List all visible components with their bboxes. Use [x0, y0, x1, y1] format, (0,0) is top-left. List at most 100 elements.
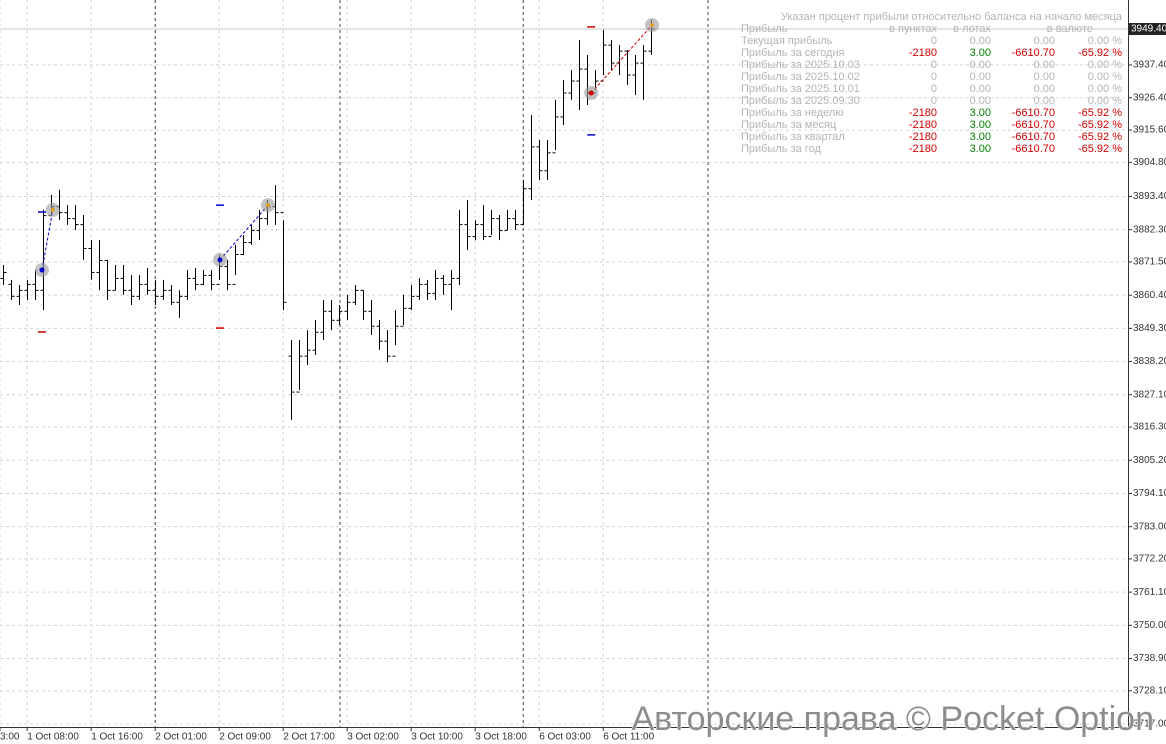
table-row-label: Прибыль за квартал [741, 131, 845, 143]
trade-close-dot [650, 23, 654, 28]
table-row-label: Прибыль за сегодня [741, 47, 845, 59]
trade-line [219, 204, 269, 261]
y-tick-label: 3728.10 [1133, 685, 1166, 696]
table-cell: -6610.70 [1012, 47, 1055, 59]
trade-open-dot [217, 257, 223, 263]
table-cell: 0 [931, 35, 937, 47]
x-tick-label: 3 Oct 10:00 [411, 732, 463, 743]
table-cell: -65.92 % [1078, 119, 1122, 131]
y-tick-label: 3915.60 [1133, 125, 1166, 136]
x-tick-label: 3 Oct 02:00 [347, 732, 399, 743]
y-tick-label: 3838.20 [1133, 356, 1166, 367]
x-tick-label: 1 Oct 16:00 [91, 732, 143, 743]
y-tick-label: 3717.00 [1133, 719, 1166, 730]
trade-close-dot [50, 207, 55, 212]
table-cell: -2180 [909, 119, 937, 131]
y-tick-label: 3772.20 [1133, 554, 1166, 565]
table-cell: 0.00 [1034, 95, 1055, 107]
table-cell: -2180 [909, 47, 937, 59]
table-row-label: Прибыль за неделю [741, 107, 844, 119]
table-cell: -65.92 % [1078, 107, 1122, 119]
table-cell: 0.00 % [1088, 71, 1122, 83]
x-tick-label: 3 Oct 18:00 [475, 732, 527, 743]
y-tick-label: 3750.00 [1133, 620, 1166, 631]
table-cell: 3.00 [970, 131, 991, 143]
y-tick-label: 3849.30 [1133, 323, 1166, 334]
table-title: Указан процент прибыли относительно бала… [781, 11, 1123, 23]
y-tick-label: 3882.30 [1133, 224, 1166, 235]
table-cell: -6610.70 [1012, 119, 1055, 131]
y-tick-label: 3738.90 [1133, 653, 1166, 664]
table-cell: -2180 [909, 131, 937, 143]
trade-close-dot [266, 203, 270, 208]
table-cell: 0.00 [1034, 59, 1055, 71]
table-cell: -65.92 % [1078, 47, 1122, 59]
y-tick-label: 3805.20 [1133, 455, 1166, 466]
current-price-label: 3949.40 [1131, 24, 1166, 35]
table-cell: 0.00 [970, 35, 991, 47]
x-tick-label: 1 Oct 08:00 [27, 732, 79, 743]
trade-line [41, 209, 54, 271]
x-tick-label: 3:00 [0, 732, 20, 743]
trade-line [590, 24, 653, 94]
x-tick-label: 6 Oct 03:00 [539, 732, 591, 743]
table-cell: -65.92 % [1078, 131, 1122, 143]
table-header: в валюте [1047, 23, 1093, 35]
table-row-label: Прибыль за месяц [741, 119, 837, 131]
table-cell: 0 [931, 95, 937, 107]
table-cell: 0.00 % [1088, 35, 1122, 47]
y-tick-label: 3827.10 [1133, 389, 1166, 400]
table-cell: 0 [931, 83, 937, 95]
table-cell: 0.00 [1034, 35, 1055, 47]
table-cell: 0.00 [970, 59, 991, 71]
table-cell: -6610.70 [1012, 107, 1055, 119]
y-tick-label: 3871.50 [1133, 257, 1166, 268]
table-cell: 3.00 [970, 119, 991, 131]
trade-open-dot [39, 267, 45, 273]
table-cell: 0.00 [970, 95, 991, 107]
x-tick-label: 2 Oct 09:00 [219, 732, 271, 743]
current-price-box [1129, 23, 1166, 36]
table-cell: 0.00 [970, 71, 991, 83]
x-tick-label: 2 Oct 01:00 [155, 732, 207, 743]
table-row-label: Прибыль за 2025.10.03 [741, 59, 860, 71]
table-cell: 3.00 [970, 107, 991, 119]
watermark: Авторские права © Pocket Option [631, 700, 1154, 738]
table-cell: -2180 [909, 107, 937, 119]
table-cell: 0.00 [1034, 71, 1055, 83]
table-cell: 0 [931, 59, 937, 71]
table-header: Прибыль [741, 23, 788, 35]
table-cell: -65.92 % [1078, 143, 1122, 155]
table-cell: 0.00 [1034, 83, 1055, 95]
x-tick-label: 2 Oct 17:00 [283, 732, 335, 743]
y-tick-label: 3761.10 [1133, 587, 1166, 598]
table-cell: -2180 [909, 143, 937, 155]
table-cell: 0.00 [970, 83, 991, 95]
table-row-label: Прибыль за 2025.10.02 [741, 71, 860, 83]
table-cell: 3.00 [970, 47, 991, 59]
table-cell: -6610.70 [1012, 143, 1055, 155]
y-tick-label: 3893.40 [1133, 191, 1166, 202]
y-tick-label: 3860.40 [1133, 290, 1166, 301]
y-tick-label: 3937.40 [1133, 60, 1166, 71]
table-cell: 0.00 % [1088, 83, 1122, 95]
y-tick-label: 3816.30 [1133, 422, 1166, 433]
y-tick-label: 3783.00 [1133, 521, 1166, 532]
table-cell: -6610.70 [1012, 131, 1055, 143]
y-tick-label: 3904.80 [1133, 157, 1166, 168]
table-cell: 0.00 % [1088, 95, 1122, 107]
table-row-label: Прибыль за 2025.10.01 [741, 83, 860, 95]
table-row-label: Текущая прибыль [741, 35, 833, 47]
x-tick-label: 6 Oct 11:00 [603, 732, 654, 743]
table-cell: 0.00 % [1088, 59, 1122, 71]
table-cell: 3.00 [970, 143, 991, 155]
table-row-label: Прибыль за 2025.09.30 [741, 95, 860, 107]
y-tick-label: 3794.10 [1133, 488, 1166, 499]
table-cell: 0 [931, 71, 937, 83]
table-header: в лотах [953, 23, 991, 35]
table-row-label: Прибыль за год [741, 143, 821, 155]
y-tick-label: 3926.40 [1133, 92, 1166, 103]
